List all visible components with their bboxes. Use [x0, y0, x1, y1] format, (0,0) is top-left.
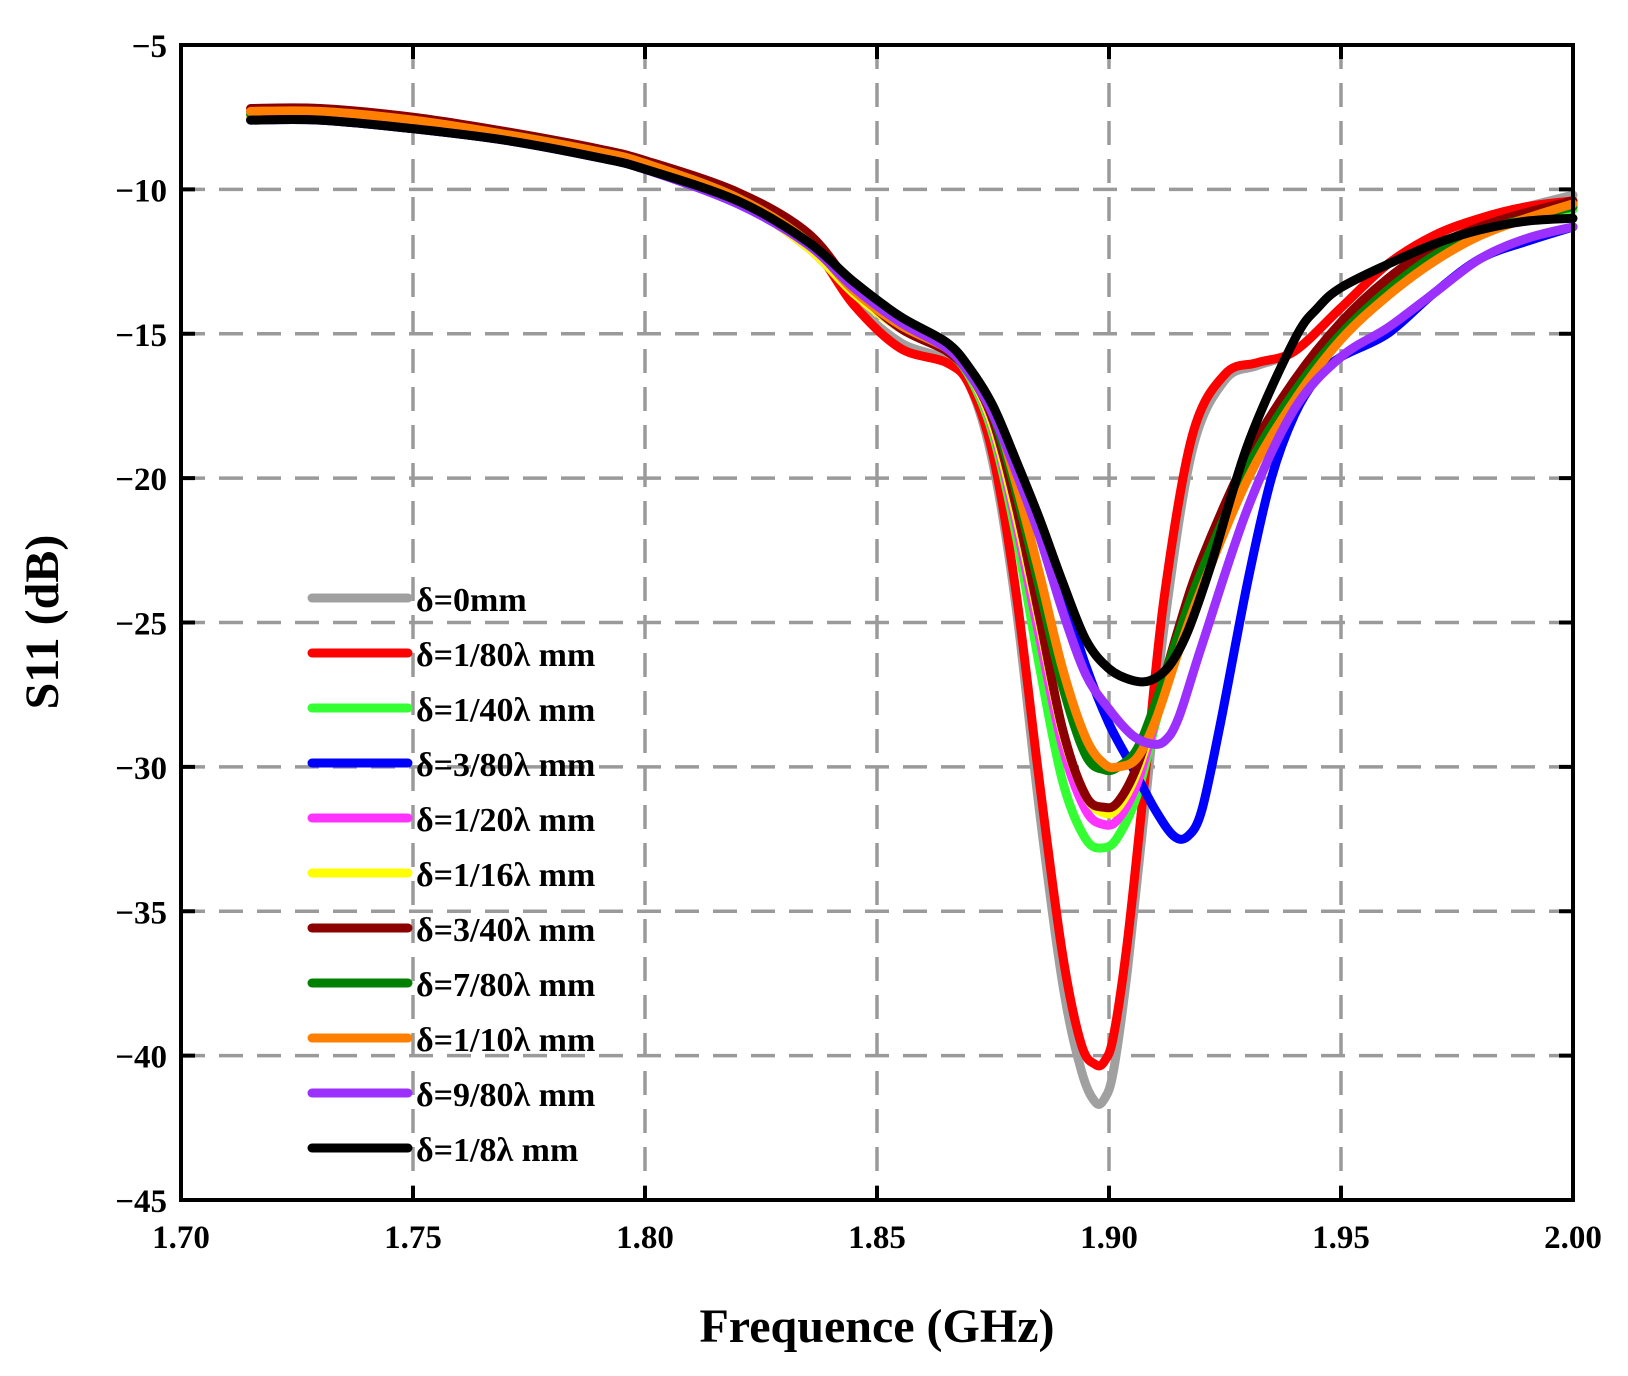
x-axis-title: Frequence (GHz): [699, 1300, 1054, 1353]
x-tick-label: 1.90: [1080, 1220, 1138, 1256]
y-tick-label: −5: [132, 29, 167, 65]
legend-label-1: δ=0mm: [416, 582, 527, 619]
y-tick-label: −45: [115, 1184, 167, 1220]
x-tick-label: 1.80: [616, 1220, 674, 1256]
x-tick-label: 2.00: [1544, 1220, 1602, 1256]
y-tick-label: −20: [115, 462, 167, 498]
legend-label-4: δ=3/80λ mm: [416, 747, 595, 784]
y-tick-label: −15: [115, 318, 167, 354]
axis-ticks: 1.70 1.75 1.80 1.85 1.90 1.95 2.00 −45 −40 −35 −30…: [115, 29, 1602, 1256]
grid: [181, 45, 1573, 1200]
legend-label-10: δ=9/80λ mm: [416, 1077, 595, 1114]
series-line-3: [246, 112, 1578, 853]
x-tick-label: 1.95: [1312, 1220, 1370, 1256]
legend: δ=0mm δ=1/80λ mm δ=1/40λ mm δ=3/80λ mm δ=1/2…: [307, 582, 595, 1169]
y-tick-label: −25: [115, 607, 167, 643]
legend-label-6: δ=1/16λ mm: [416, 857, 595, 894]
x-tick-label: 1.75: [384, 1220, 442, 1256]
legend-label-5: δ=1/20λ mm: [416, 802, 595, 839]
y-axis-title: S11 (dB): [16, 535, 69, 710]
x-tick-label: 1.85: [848, 1220, 906, 1256]
series-line-11: [246, 114, 1578, 687]
y-tick-label: −30: [115, 751, 167, 787]
legend-label-3: δ=1/40λ mm: [416, 692, 595, 729]
y-tick-label: −35: [115, 895, 167, 931]
legend-label-8: δ=7/80λ mm: [416, 967, 595, 1004]
series-line-9: [246, 106, 1578, 773]
x-tick-label: 1.70: [152, 1220, 210, 1256]
series-lines: [246, 103, 1578, 1109]
legend-label-7: δ=3/40λ mm: [416, 912, 595, 949]
legend-label-9: δ=1/10λ mm: [416, 1022, 595, 1059]
legend-label-11: δ=1/8λ mm: [416, 1132, 578, 1169]
y-tick-label: −10: [115, 173, 167, 209]
y-tick-label: −40: [115, 1040, 167, 1076]
legend-label-2: δ=1/80λ mm: [416, 637, 595, 674]
